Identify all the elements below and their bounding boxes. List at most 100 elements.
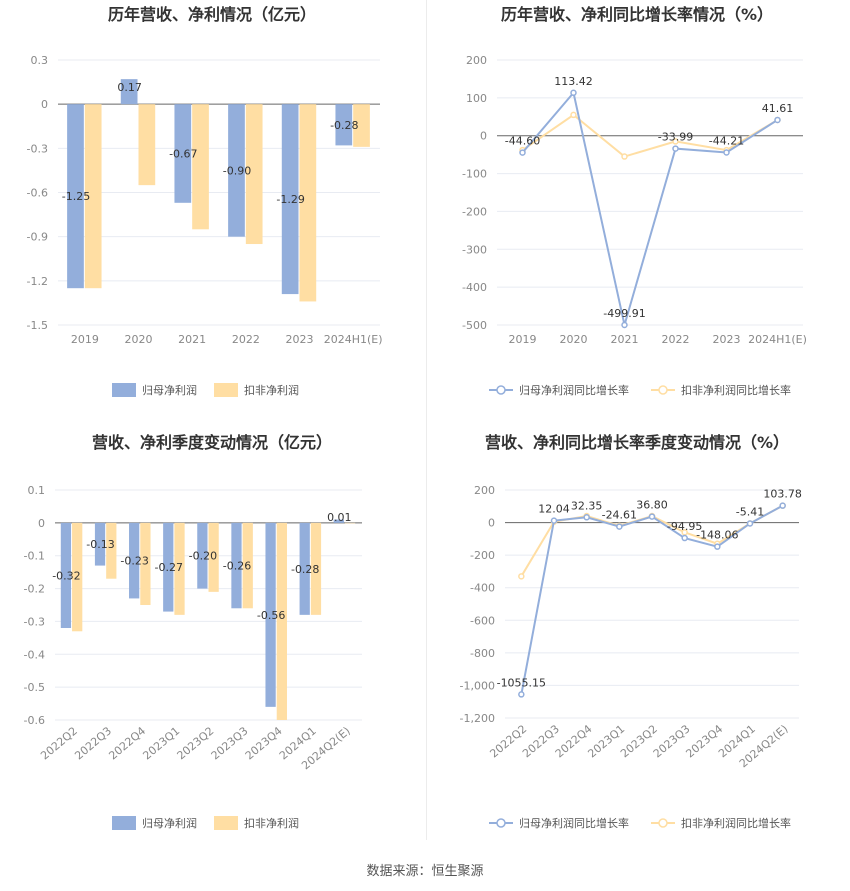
bar-data-label: -0.23 — [120, 555, 148, 568]
point-parent-growth — [779, 502, 786, 509]
point-deducted-growth — [621, 153, 628, 160]
quarterly-growth-svg: 营收、净利同比增长率季度变动情况（%） 200 0 -200 -400 -600 -800 -… — [460, 433, 802, 830]
bar-parent-net-profit — [335, 104, 353, 146]
bar-parent-net-profit — [67, 104, 84, 289]
bar-deducted-net-profit — [276, 522, 287, 720]
x-tick-label: 2022Q2 — [38, 724, 80, 762]
bar-data-label: 0.01 — [327, 511, 352, 524]
x-tick-label: 2020 — [125, 333, 153, 346]
legend-swatch-deducted — [214, 383, 238, 397]
point-parent-growth — [570, 89, 577, 97]
y-tick-label: 100 — [466, 92, 487, 105]
chart-title: 历年营收、净利同比增长率情况（%） — [501, 5, 773, 24]
point-parent-growth — [714, 543, 721, 550]
bar-parent-net-profit — [333, 519, 344, 523]
point-parent-growth — [648, 513, 656, 520]
annual-profit-svg: 历年营收、净利情况（亿元） 0.3 0 -0.3 -0.6 -0.9 -1.2 -1.5 201… — [27, 5, 383, 397]
x-tick-label: 2023Q1 — [141, 724, 183, 762]
bar-parent-net-profit — [94, 522, 106, 566]
y-tick-label: -0.1 — [24, 550, 45, 563]
bar-data-label: -0.20 — [189, 550, 217, 563]
line-parent-growth — [520, 504, 784, 695]
y-tick-label: -0.3 — [24, 615, 45, 628]
chart-title: 营收、净利同比增长率季度变动情况（%） — [485, 433, 789, 452]
y-tick-label: -0.9 — [27, 231, 48, 244]
line-data-label: -1055.15 — [497, 676, 546, 689]
x-tick-label: 2023Q4 — [243, 724, 285, 762]
y-tick-label: -800 — [470, 647, 495, 660]
quarterly-profit-svg: 营收、净利季度变动情况（亿元） 0.1 0 -0.1 -0.2 -0.3 -0.4 -0.5 -… — [24, 433, 362, 830]
y-tick-label: -500 — [462, 319, 487, 332]
line-parent-growth — [521, 90, 779, 326]
bar-deducted-net-profit — [353, 104, 370, 147]
x-tick-label: 2023 — [713, 333, 741, 346]
bar-data-label: -0.13 — [86, 538, 114, 551]
bar-parent-net-profit — [129, 522, 140, 599]
legend-marker — [496, 818, 506, 828]
y-tick-label: -0.2 — [24, 583, 45, 596]
annual-growth-chart: 历年营收、净利同比增长率情况（%） 200 100 0 -100 -200 -300 -400… — [425, 0, 850, 430]
bar-deducted-net-profit — [310, 522, 322, 615]
y-tick-label: -200 — [462, 205, 487, 218]
line-data-label: -94.95 — [667, 520, 702, 533]
chart-title: 营收、净利季度变动情况（亿元） — [92, 433, 332, 452]
x-tick-label: 2019 — [71, 333, 99, 346]
y-tick-label: -1,000 — [460, 679, 495, 692]
y-tick-label: 200 — [474, 484, 495, 497]
x-tick-label: 2019 — [509, 333, 537, 346]
point-deducted-growth — [570, 111, 577, 119]
line-data-label: -44.21 — [709, 134, 744, 147]
y-tick-label: 0.3 — [31, 54, 49, 67]
point-parent-growth — [774, 116, 781, 124]
line-data-label: -5.41 — [736, 505, 764, 518]
bar-deducted-net-profit — [138, 104, 156, 186]
line-data-label: -148.06 — [696, 529, 738, 542]
bar-data-label: -0.90 — [223, 164, 251, 177]
x-tick-label: 2022 — [662, 333, 690, 346]
bar-deducted-net-profit — [208, 522, 219, 592]
y-tick-label: -300 — [462, 243, 487, 256]
bar-data-label: -1.29 — [276, 193, 304, 206]
bar-parent-net-profit — [265, 522, 276, 707]
x-tick-label: 2022 — [232, 333, 260, 346]
x-tick-label: 2020 — [560, 333, 588, 346]
y-tick-label: 0 — [41, 98, 48, 111]
bar-parent-net-profit — [60, 522, 72, 628]
x-tick-label: 2023Q3 — [209, 724, 251, 762]
bar-deducted-net-profit — [245, 104, 263, 245]
point-parent-growth — [681, 534, 688, 542]
y-tick-label: -0.3 — [27, 142, 48, 155]
legend-swatch-parent — [112, 816, 136, 830]
y-tick-label: -1.2 — [27, 275, 48, 288]
y-tick-label: -100 — [462, 168, 487, 181]
legend-swatch-parent — [489, 818, 513, 828]
bar-deducted-net-profit — [192, 104, 209, 230]
bar-data-label: -0.56 — [257, 609, 285, 622]
y-tick-label: -400 — [462, 281, 487, 294]
y-tick-label: -0.6 — [27, 187, 48, 200]
y-tick-label: 0 — [38, 517, 45, 530]
bar-data-label: -0.27 — [155, 561, 183, 574]
bar-parent-net-profit — [231, 522, 242, 609]
bar-deducted-net-profit — [106, 522, 117, 579]
bar-parent-net-profit — [163, 522, 174, 612]
annual-growth-svg: 历年营收、净利同比增长率情况（%） 200 100 0 -100 -200 -300 -400… — [462, 5, 807, 397]
legend-label: 归母净利润 — [142, 383, 197, 397]
point-parent-growth — [518, 691, 525, 698]
line-data-label: -33.99 — [658, 131, 693, 144]
bar-deducted-net-profit — [344, 522, 356, 524]
legend-label: 扣非净利润同比增长率 — [681, 816, 791, 830]
annual-profit-chart: 历年营收、净利情况（亿元） 0.3 0 -0.3 -0.6 -0.9 -1.2 -1.5 201… — [0, 0, 425, 430]
x-tick-label: 2024H1(E) — [324, 333, 383, 346]
point-parent-growth — [723, 149, 730, 156]
line-data-label: 36.80 — [636, 499, 668, 512]
bar-parent-net-profit — [174, 104, 192, 203]
vertical-divider — [426, 0, 427, 840]
line-data-label: 12.04 — [538, 503, 570, 516]
point-parent-growth — [621, 321, 628, 329]
quarterly-profit-chart: 营收、净利季度变动情况（亿元） 0.1 0 -0.1 -0.2 -0.3 -0.4 -0.5 -… — [0, 420, 425, 850]
y-tick-label: -400 — [470, 582, 495, 595]
legend-label: 扣非净利润 — [244, 383, 299, 397]
line-data-label: -44.60 — [505, 135, 540, 148]
bar-parent-net-profit — [197, 522, 208, 589]
